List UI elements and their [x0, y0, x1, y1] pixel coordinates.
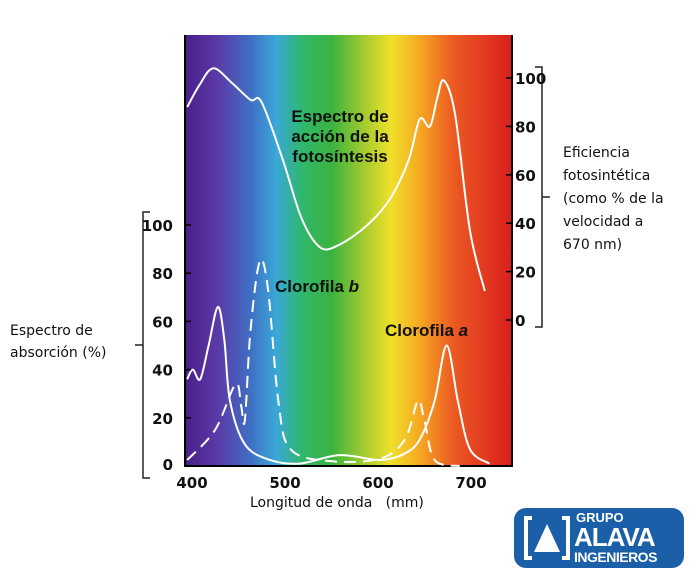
action-spectrum-label: fotosíntesis — [292, 147, 387, 166]
right-axis-label-line: (como % de la — [563, 191, 664, 207]
right-tick-label: 20 — [515, 264, 536, 282]
left-axis-label-line: Espectro de — [10, 323, 93, 339]
logo-text-ingenieros: INGENIEROS — [574, 549, 657, 565]
series-line-2 — [186, 258, 460, 467]
series-line-0 — [186, 67, 486, 292]
right-axis-label-line: fotosintética — [563, 168, 650, 184]
x-axis-label: Longitud de onda (mm) — [250, 495, 424, 511]
logo-text-alava: ALAVA — [574, 522, 656, 552]
logo-triangle-icon — [524, 516, 570, 560]
x-tick-label: 400 — [176, 474, 207, 492]
right-tick-label: 40 — [515, 215, 536, 233]
left-tick-label: 40 — [152, 362, 173, 380]
x-tick-label: 500 — [269, 474, 300, 492]
right-axis-label-line: 670 nm) — [563, 237, 622, 253]
spectrum-background — [185, 35, 512, 466]
x-tick-label: 700 — [455, 474, 486, 492]
left-tick-label: 100 — [142, 217, 173, 235]
right-axis-label-line: Eficiencia — [563, 145, 630, 161]
logo: GRUPO ALAVA INGENIEROS — [514, 508, 684, 568]
left-tick-label: 0 — [163, 456, 173, 474]
right-tick-label: 80 — [515, 118, 536, 136]
right-tick-label: 100 — [515, 70, 546, 88]
right-tick-label: 60 — [515, 167, 536, 185]
left-tick-label: 60 — [152, 313, 173, 331]
chlorophyll-b-label: Clorofila b — [275, 277, 359, 296]
left-tick-label: 80 — [152, 265, 173, 283]
left-bracket — [135, 211, 150, 479]
left-axis-label-line: absorción (%) — [10, 345, 106, 361]
action-spectrum-label: Espectro de — [291, 107, 388, 126]
left-tick-label: 20 — [152, 410, 173, 428]
series-line-1 — [186, 305, 491, 465]
right-axis-label-line: velocidad a — [563, 214, 643, 230]
x-tick-label: 600 — [362, 474, 393, 492]
right-tick-label: 0 — [515, 312, 525, 330]
right-bracket — [535, 66, 550, 328]
logo-text-grupo: GRUPO — [576, 510, 624, 525]
chlorophyll-a-label: Clorofila a — [385, 321, 468, 340]
action-spectrum-label: acción de la — [291, 127, 389, 146]
